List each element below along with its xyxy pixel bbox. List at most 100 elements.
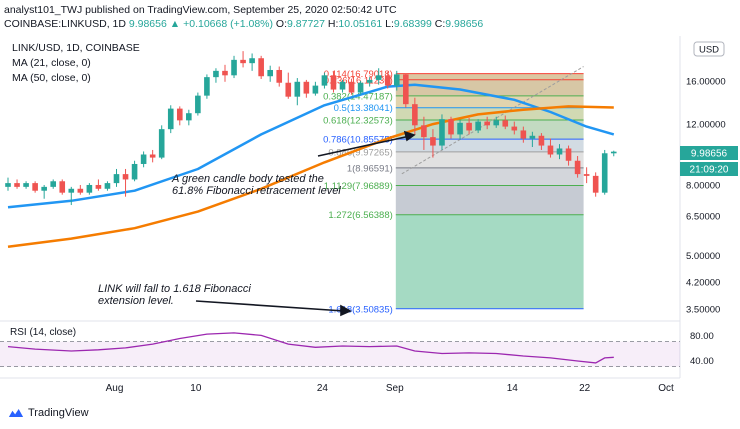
fib-level-label: 1(8.96591)	[347, 163, 393, 174]
fall-note-arrowhead	[340, 304, 352, 317]
tradingview-logo[interactable]: TradingView	[8, 407, 89, 419]
fib-level-label: 0.382(14.47187)	[323, 91, 393, 102]
countdown-value: 21:09:20	[690, 165, 729, 176]
candle-body	[430, 137, 436, 146]
candle-body	[240, 59, 246, 64]
candle-body	[439, 119, 445, 146]
fib-zone	[395, 167, 584, 186]
candle-body	[592, 175, 599, 193]
legend-ma21[interactable]: MA (21, close, 0)	[12, 57, 91, 69]
candle-body	[41, 186, 47, 191]
candle-body	[222, 70, 228, 76]
price-tick-label: 3.50000	[686, 305, 720, 316]
fib-zone	[395, 151, 584, 168]
candle-body	[95, 184, 102, 189]
change-value: +0.10668 (+1.08%)	[183, 18, 273, 30]
candle-body	[375, 75, 382, 80]
candle-body	[412, 104, 418, 126]
candle-body	[267, 69, 273, 77]
candle-body	[86, 184, 93, 193]
last-price-tag	[680, 146, 738, 160]
candle-body	[339, 81, 346, 90]
candle-body	[466, 122, 472, 131]
candle-body	[104, 183, 111, 189]
fib-trend-line	[401, 66, 584, 175]
time-tick-label: Aug	[106, 383, 124, 394]
rsi-line	[7, 332, 614, 364]
candle-body	[312, 85, 319, 94]
rsi-tick-label: 40.00	[690, 356, 714, 367]
last-price-value: 9.98656	[691, 149, 728, 160]
candle-body	[321, 75, 328, 86]
candle-body	[204, 77, 210, 96]
candle-body	[538, 135, 545, 146]
candle-body	[276, 69, 283, 83]
fib-level-label: 0.5(13.38041)	[334, 103, 393, 114]
close-value: 9.98656	[445, 18, 484, 30]
fib-zone	[395, 79, 584, 96]
last-value: 9.98656	[128, 18, 167, 30]
candle-body	[384, 75, 391, 86]
candles	[5, 51, 617, 206]
candle-body	[149, 154, 156, 158]
candle-body	[32, 183, 38, 191]
currency-badge[interactable]	[693, 41, 725, 57]
price-tick-label: 12.00000	[686, 120, 726, 131]
candle-body	[158, 129, 165, 158]
time-tick-label: 22	[579, 383, 591, 394]
candle-body	[547, 145, 554, 155]
fib-zone	[395, 95, 584, 108]
candle-body	[484, 121, 490, 126]
candle-body	[601, 153, 608, 193]
candle-body	[583, 174, 590, 176]
legend-rsi[interactable]: RSI (14, close)	[10, 327, 76, 338]
candle-body	[176, 108, 183, 121]
price-tick-label: 8.00000	[686, 180, 720, 191]
fib-level-label: 0.618(12.32573)	[323, 116, 393, 127]
candle-body	[348, 81, 355, 93]
fib-level-label: 0.786(10.85575)	[323, 135, 393, 146]
time-tick-label: 10	[190, 383, 202, 394]
candle-note-line1: A green candle body tested the	[171, 173, 324, 185]
fib-zone	[395, 214, 584, 309]
candle-body	[457, 122, 463, 135]
rsi-pane[interactable]	[0, 322, 680, 378]
time-tick-label: 14	[507, 383, 519, 394]
candle-body	[565, 148, 572, 161]
candle-body	[59, 181, 66, 193]
candle-body	[167, 108, 174, 130]
candle-body	[77, 188, 84, 193]
candle-body	[258, 58, 264, 77]
chart-header: analyst101_TWJ published on TradingView.…	[4, 3, 483, 31]
countdown-tag	[680, 162, 738, 176]
candle-body	[511, 126, 518, 131]
candle-body	[23, 183, 29, 187]
annotation-arrows	[195, 130, 416, 317]
fib-level-label: 1.618(3.50835)	[328, 304, 392, 315]
candle-body	[113, 174, 120, 184]
rsi-tick-label: 80.00	[690, 331, 714, 342]
legend-ma50[interactable]: MA (50, close, 0)	[12, 72, 91, 84]
ma50-line	[7, 105, 614, 249]
fib-zone	[395, 185, 584, 215]
open-label: O:	[275, 18, 288, 30]
candle-body	[366, 79, 373, 83]
ohlc-line: COINBASE:LINKUSD, 1D 9.98656 ▲ +0.10668 …	[4, 17, 483, 31]
price-tick-label: 5.00000	[686, 251, 720, 262]
fib-level-label: 0.114(16.79018)	[324, 69, 393, 80]
up-arrow-icon: ▲	[169, 18, 181, 30]
symbol-label: COINBASE:LINKUSD, 1D	[4, 18, 126, 30]
candle-body	[285, 82, 292, 97]
close-label: C:	[434, 18, 446, 30]
candle-body	[610, 151, 617, 154]
candle-note-line2: 61.8% Fibonacci retracement level	[172, 185, 341, 197]
fib-level-label: 1.272(6.56388)	[328, 210, 392, 221]
high-value: 10.05161	[338, 18, 383, 30]
candle-body	[357, 82, 364, 93]
high-label: H:	[327, 18, 339, 30]
candle-body	[213, 70, 219, 78]
candle-body	[303, 81, 310, 94]
candle-body	[231, 59, 237, 76]
candle-body	[574, 160, 581, 175]
